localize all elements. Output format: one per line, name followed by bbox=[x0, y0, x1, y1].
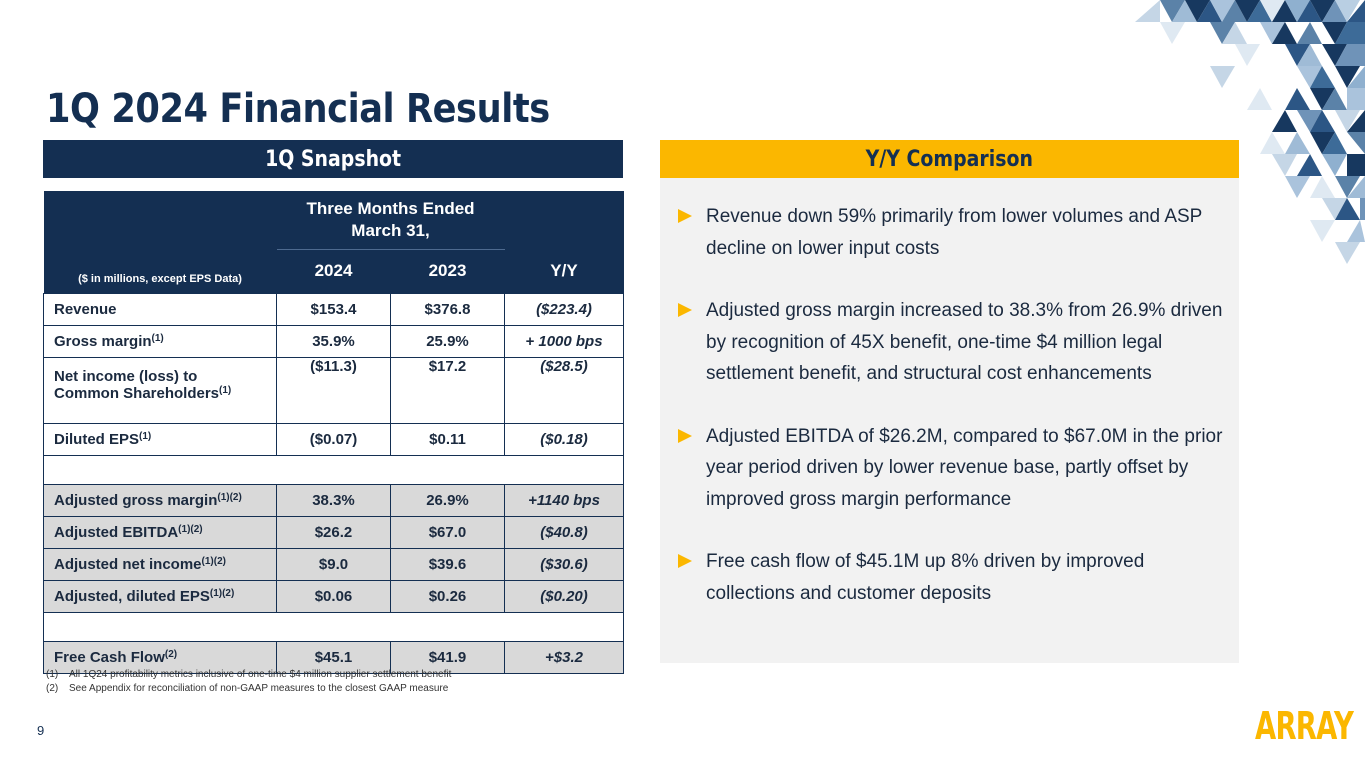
arrow-bullet-icon bbox=[678, 303, 692, 317]
footnote-ref: (1)(2) bbox=[217, 491, 242, 503]
cell-2023: $41.9 bbox=[390, 640, 505, 674]
cell-2024: ($11.3) bbox=[276, 356, 391, 424]
cell-2023: $0.26 bbox=[390, 579, 505, 613]
period-line-2: March 31, bbox=[351, 221, 430, 240]
footnote-ref: (1) bbox=[219, 384, 232, 396]
cell-2024: $153.4 bbox=[276, 292, 391, 326]
page-number: 9 bbox=[37, 723, 45, 738]
arrow-bullet-icon bbox=[678, 209, 692, 223]
footnotes: (1) All 1Q24 profitability metrics inclus… bbox=[46, 668, 451, 696]
cell-yoy: ($0.20) bbox=[504, 579, 624, 613]
footnote-ref: (1)(2) bbox=[178, 523, 203, 535]
financial-snapshot-table: Three Months Ended March 31, ($ in milli… bbox=[43, 191, 624, 674]
row-label: Gross margin(1) bbox=[43, 324, 277, 358]
bullet-item: Free cash flow of $45.1M up 8% driven by… bbox=[678, 546, 1223, 609]
units-label: ($ in millions, except EPS Data) bbox=[43, 249, 277, 293]
footnote-ref: (1) bbox=[151, 332, 164, 344]
table-row: Adjusted net income(1)(2) $9.0 $39.6 ($3… bbox=[43, 547, 624, 581]
snapshot-header: 1Q Snapshot bbox=[43, 140, 623, 178]
bullet-item: Adjusted gross margin increased to 38.3%… bbox=[678, 295, 1223, 390]
footnote: (1) All 1Q24 profitability metrics inclus… bbox=[46, 669, 452, 680]
cell-yoy: +1140 bps bbox=[504, 483, 624, 517]
cell-2023: 26.9% bbox=[390, 483, 505, 517]
row-label: Adjusted net income(1)(2) bbox=[43, 547, 277, 581]
cell-yoy: ($28.5) bbox=[504, 356, 624, 424]
bullet-item: Revenue down 59% primarily from lower vo… bbox=[678, 201, 1223, 264]
cell-2024: $26.2 bbox=[276, 515, 391, 549]
cell-yoy: ($30.6) bbox=[504, 547, 624, 581]
column-header-2024: 2024 bbox=[276, 249, 391, 293]
row-label: Diluted EPS(1) bbox=[43, 422, 277, 456]
cell-2023: $0.11 bbox=[390, 422, 505, 456]
table-header-row-period: Three Months Ended March 31, bbox=[43, 191, 624, 250]
table-row: Adjusted EBITDA(1)(2) $26.2 $67.0 ($40.8… bbox=[43, 515, 624, 549]
page-title: 1Q 2024 Financial Results bbox=[46, 86, 550, 132]
cell-2024: 38.3% bbox=[276, 483, 391, 517]
table-row: Free Cash Flow(2) $45.1 $41.9 +$3.2 bbox=[43, 640, 624, 674]
row-label: Adjusted, diluted EPS(1)(2) bbox=[43, 579, 277, 613]
cell-yoy: ($223.4) bbox=[504, 292, 624, 326]
table-spacer-row bbox=[43, 611, 624, 642]
cell-yoy: ($0.18) bbox=[504, 422, 624, 456]
row-label: Free Cash Flow(2) bbox=[43, 640, 277, 674]
cell-2024: $9.0 bbox=[276, 547, 391, 581]
comparison-panel: Revenue down 59% primarily from lower vo… bbox=[660, 178, 1239, 663]
table-row: Revenue $153.4 $376.8 ($223.4) bbox=[43, 292, 624, 326]
cell-2023: $376.8 bbox=[390, 292, 505, 326]
row-label: Net income (loss) to Common Shareholders(… bbox=[43, 356, 277, 424]
cell-2024: 35.9% bbox=[276, 324, 391, 358]
table-row: Adjusted, diluted EPS(1)(2) $0.06 $0.26 … bbox=[43, 579, 624, 613]
cell-2024: ($0.07) bbox=[276, 422, 391, 456]
period-line-1: Three Months Ended bbox=[306, 199, 475, 218]
cell-2023: $67.0 bbox=[390, 515, 505, 549]
row-label: Adjusted EBITDA(1)(2) bbox=[43, 515, 277, 549]
cell-yoy: ($40.8) bbox=[504, 515, 624, 549]
column-header-yoy: Y/Y bbox=[504, 249, 624, 293]
cell-2024: $45.1 bbox=[276, 640, 391, 674]
arrow-bullet-icon bbox=[678, 428, 692, 443]
cell-yoy: + 1000 bps bbox=[504, 324, 624, 358]
footnote-ref: (1)(2) bbox=[209, 587, 235, 599]
period-header: Three Months Ended March 31, bbox=[276, 191, 505, 250]
table-row: Net income (loss) to Common Shareholders(… bbox=[43, 356, 624, 424]
table-row: Diluted EPS(1) ($0.07) $0.11 ($0.18) bbox=[43, 422, 624, 456]
array-logo: ARRAY bbox=[1255, 704, 1354, 748]
comparison-heading: Y/Y Comparison bbox=[865, 146, 1034, 172]
snapshot-heading: 1Q Snapshot bbox=[264, 146, 402, 172]
footnote: (2) See Appendix for reconciliation of no… bbox=[46, 683, 449, 694]
row-label: Adjusted gross margin(1)(2) bbox=[43, 483, 277, 517]
table-spacer-row bbox=[43, 454, 624, 485]
comparison-bullet-list: Revenue down 59% primarily from lower vo… bbox=[678, 201, 1223, 640]
arrow-bullet-icon bbox=[678, 554, 692, 568]
cell-2023: $39.6 bbox=[390, 547, 505, 581]
footnote-ref: (1)(2) bbox=[201, 555, 226, 567]
table-row: Adjusted gross margin(1)(2) 38.3% 26.9% … bbox=[43, 483, 624, 517]
comparison-header: Y/Y Comparison bbox=[660, 140, 1239, 178]
row-label: Revenue bbox=[43, 292, 277, 326]
table-header-row-columns: ($ in millions, except EPS Data) 2024 20… bbox=[43, 249, 624, 293]
cell-2023: 25.9% bbox=[390, 324, 505, 358]
table-row: Gross margin(1) 35.9% 25.9% + 1000 bps bbox=[43, 324, 624, 358]
footnote-ref: (1) bbox=[139, 430, 152, 442]
footnote-ref: (2) bbox=[164, 648, 178, 660]
cell-2024: $0.06 bbox=[276, 579, 391, 613]
column-header-2023: 2023 bbox=[390, 249, 505, 293]
cell-yoy: +$3.2 bbox=[504, 640, 624, 674]
bullet-item: Adjusted EBITDA of $26.2M, compared to $… bbox=[678, 421, 1223, 516]
cell-2023: $17.2 bbox=[390, 356, 505, 424]
